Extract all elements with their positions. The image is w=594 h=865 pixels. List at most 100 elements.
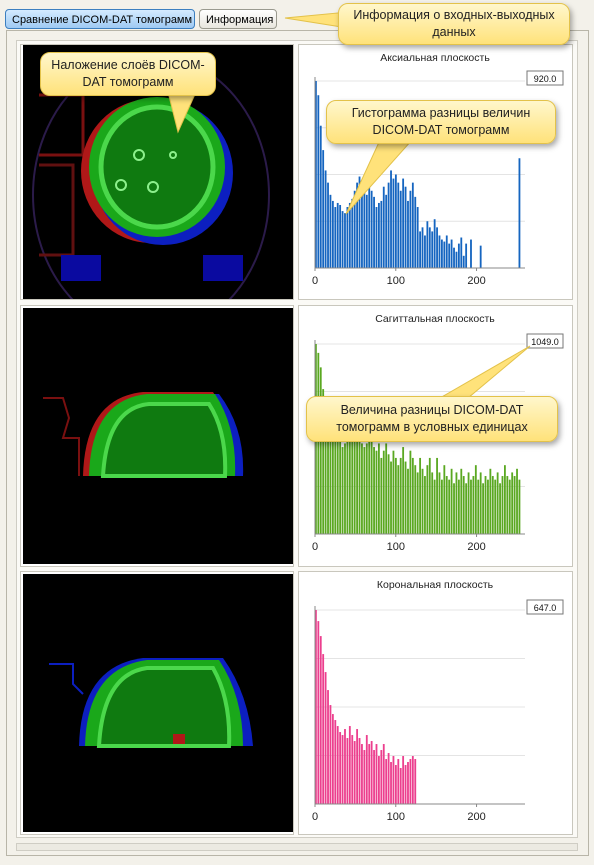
histogram-bar <box>370 190 373 268</box>
histogram-bar <box>331 425 334 534</box>
histogram-bar <box>455 472 458 534</box>
histogram-bar <box>404 461 407 534</box>
callout-histogram: Гистограмма разницы величин DICOM-DAT то… <box>326 100 556 144</box>
x-tick-label: 0 <box>312 541 318 553</box>
histogram-bar <box>327 182 329 268</box>
histogram-bar <box>353 190 356 268</box>
x-tick-label: 200 <box>467 811 485 823</box>
axial-histogram: Аксиальная плоскость 0 100 200 920.0 <box>299 45 572 299</box>
histogram-bar <box>438 235 441 268</box>
histogram-bar <box>385 443 388 534</box>
histogram-bar <box>506 476 509 534</box>
histogram-bar <box>378 202 380 268</box>
scroll-strip <box>16 843 578 851</box>
histogram-bar <box>365 735 368 804</box>
histogram-bar <box>402 447 405 534</box>
callout-info: Информация о входных-выходных данных <box>338 3 570 45</box>
histogram-bar <box>424 235 426 268</box>
histogram-bar <box>392 178 395 268</box>
histogram-bar <box>375 744 378 804</box>
histogram-bar <box>409 759 412 804</box>
histogram-bar <box>353 741 356 804</box>
histogram-bar <box>348 726 351 804</box>
histogram-bar <box>457 243 460 268</box>
histogram-bar <box>385 194 388 268</box>
tab-dicom-compare[interactable]: Сравнение DICOM-DAT томограмм <box>5 9 195 29</box>
histogram-bar <box>414 196 417 268</box>
histogram-bar <box>448 243 451 268</box>
histogram-bar <box>324 403 327 534</box>
histogram-bar <box>387 454 390 534</box>
histogram-bar <box>409 450 412 534</box>
histogram-bar <box>441 239 443 268</box>
histogram-bar <box>407 762 409 804</box>
histogram-bar <box>511 472 514 534</box>
histogram-bar <box>450 468 453 534</box>
histogram-bar <box>368 186 371 268</box>
histogram-bar <box>351 198 354 268</box>
histogram-bar <box>373 196 375 268</box>
histogram-bar <box>341 447 344 534</box>
histogram-bar <box>365 194 368 268</box>
histogram-bar <box>501 476 504 534</box>
tab-info[interactable]: Информация <box>199 9 277 29</box>
histogram-bar <box>414 465 417 534</box>
histogram-bar <box>436 457 438 534</box>
histogram-bar <box>518 479 521 534</box>
histogram-bar <box>390 762 392 804</box>
histogram-bar <box>385 759 388 804</box>
sagittal-image-cell <box>20 305 294 567</box>
histogram-bar <box>438 472 441 534</box>
histogram-bar <box>317 621 320 804</box>
histogram-bar <box>443 465 446 534</box>
histogram-bar <box>346 436 349 534</box>
histogram-bar <box>411 457 414 534</box>
histogram-bar <box>516 468 518 534</box>
histogram-bar <box>341 211 344 268</box>
x-tick-label: 0 <box>312 811 318 823</box>
x-tick-label: 100 <box>387 541 405 553</box>
histogram-bar <box>378 443 380 534</box>
coronal-overlay-image <box>23 574 293 832</box>
histogram-bar <box>453 247 455 268</box>
histogram-bar <box>334 720 337 804</box>
histogram-bar <box>472 476 475 534</box>
histogram-bar <box>322 654 325 804</box>
histogram-bar <box>462 255 465 268</box>
histogram-bar <box>382 744 385 804</box>
histogram-bar <box>407 468 409 534</box>
histogram-bar <box>397 465 400 534</box>
histogram-bar <box>361 443 363 534</box>
histogram-bar <box>460 468 463 534</box>
histogram-bar <box>344 729 346 804</box>
max-value-box <box>526 333 564 349</box>
histogram-bar <box>319 125 322 268</box>
histogram-bar <box>392 450 395 534</box>
histogram-bar <box>455 251 458 268</box>
histogram-bar <box>327 690 329 804</box>
histogram-bar <box>378 756 380 804</box>
histogram-bar <box>416 472 419 534</box>
histogram-bar <box>399 457 402 534</box>
histogram-bar <box>334 207 337 268</box>
histogram-bar <box>419 231 422 268</box>
chart-title: Корональная плоскость <box>377 579 494 591</box>
histogram-bar <box>508 479 511 534</box>
histogram-bar <box>322 389 325 534</box>
histogram-bar <box>344 213 346 268</box>
histogram-bar <box>448 479 451 534</box>
histogram-bar <box>404 765 407 804</box>
histogram-bar <box>390 461 392 534</box>
histogram-bar <box>327 414 329 534</box>
histogram-bar <box>416 207 419 268</box>
histogram-bar <box>433 219 436 268</box>
histogram-bar <box>356 436 359 534</box>
histogram-bar <box>336 726 339 804</box>
sagittal-overlay-image <box>23 308 293 564</box>
histogram-bar <box>433 479 436 534</box>
histogram-bar <box>382 450 385 534</box>
histogram-bar <box>380 750 383 804</box>
histogram-bar <box>390 170 392 268</box>
axial-overlay-image <box>23 45 293 299</box>
histogram-bar <box>365 443 368 534</box>
